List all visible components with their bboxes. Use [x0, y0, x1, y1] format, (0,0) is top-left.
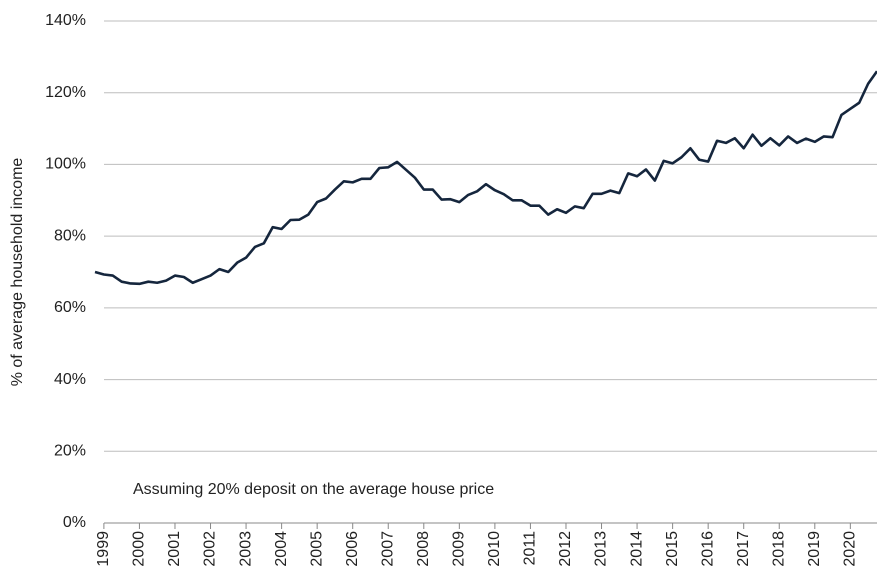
line — [94, 70, 877, 286]
y-tick-label: 140% — [45, 12, 86, 29]
annotation: Assuming 20% deposit on the average hous… — [133, 481, 494, 498]
x-tick-label: 2015 — [664, 531, 681, 567]
y-tick-label: 40% — [54, 371, 86, 388]
x-tick-label: 2003 — [237, 531, 254, 567]
x-tick-label: 2013 — [593, 531, 610, 567]
x-tick-label: 2002 — [202, 531, 219, 567]
x-tick-label: 2020 — [842, 531, 859, 567]
x-tick-label: 2018 — [770, 531, 787, 567]
y-tick-label: 20% — [54, 443, 86, 460]
x-tick-label: 2019 — [806, 531, 823, 567]
y-tick-label: 0% — [63, 514, 86, 531]
x-tick-label: 1999 — [95, 531, 112, 567]
y-tick-label: 60% — [54, 299, 86, 316]
x-tick-label: 2010 — [486, 531, 503, 567]
x-tick-label: 2014 — [628, 531, 645, 567]
x-tick-label: 2007 — [379, 531, 396, 567]
x-tick-label: 2000 — [131, 531, 148, 567]
y-tick-label: 120% — [45, 84, 86, 101]
x-tick-label: 2004 — [273, 531, 290, 567]
x-tick-label: 2011 — [522, 531, 539, 566]
x-tick-label: 2006 — [344, 531, 361, 567]
x-tick-label: 2008 — [415, 531, 432, 567]
y-axis-label: % of average household income — [9, 158, 26, 387]
x-tick-label: 2005 — [308, 531, 325, 567]
y-tick-label: 80% — [54, 227, 86, 244]
x-tick-label: 2017 — [735, 531, 752, 567]
x-tick-label: 2009 — [451, 531, 468, 567]
y-tick-label: 100% — [45, 156, 86, 173]
x-tick-label: 2001 — [166, 531, 183, 567]
x-tick-label: 2012 — [557, 531, 574, 567]
x-tick-label: 2016 — [699, 531, 716, 567]
